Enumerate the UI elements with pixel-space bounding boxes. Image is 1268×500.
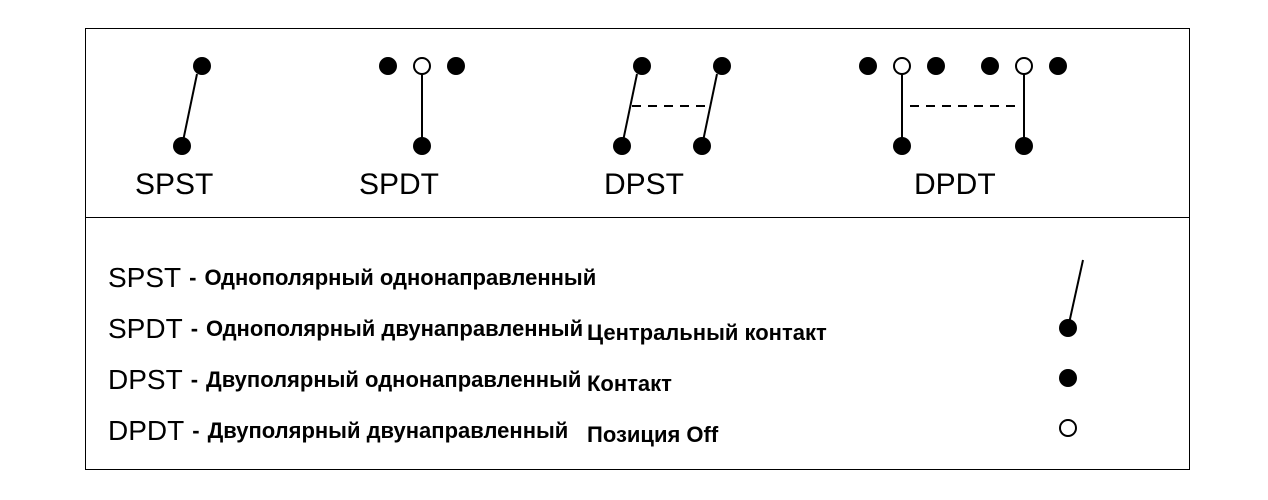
legend-abbr: SPST [108, 262, 181, 294]
legend-row-spst: SPST - Однополярный однонаправленный [108, 262, 596, 294]
legend-dash: - [191, 316, 198, 342]
legend-row-dpst: DPST - Двуполярный однонаправленный [108, 364, 581, 396]
legend-abbr: SPDT [108, 313, 183, 345]
legend-row-spdt: SPDT - Однополярный двунаправленный [108, 313, 583, 345]
legend-row-dpdt: DPDT - Двуполярный двунаправленный [108, 415, 568, 447]
legend-abbr: DPDT [108, 415, 184, 447]
legend-dash: - [191, 367, 198, 393]
horizontal-divider [85, 217, 1190, 218]
legend-extra-off: Позиция Off [587, 422, 718, 448]
diagram-canvas: SPST SPDT DPST DPDT SPST - Одн [0, 0, 1268, 500]
spdt-symbol [360, 48, 490, 168]
legend-dash: - [192, 418, 199, 444]
spst-symbol [140, 48, 240, 168]
spdt-label: SPDT [359, 168, 439, 202]
legend-extra-contact: Контакт [587, 371, 672, 397]
legend-abbr: DPST [108, 364, 183, 396]
spst-label: SPST [135, 168, 213, 202]
legend-desc: Однополярный двунаправленный [206, 316, 583, 342]
dpst-label: DPST [604, 168, 684, 202]
legend-desc: Однополярный однонаправленный [204, 265, 596, 291]
legend-desc: Двуполярный однонаправленный [206, 367, 581, 393]
legend-dash: - [189, 265, 196, 291]
legend-desc: Двуполярный двунаправленный [208, 418, 569, 444]
dpdt-symbol [840, 48, 1100, 168]
dpdt-label: DPDT [914, 168, 996, 202]
dpst-symbol [590, 48, 770, 168]
legend-key-symbols [1028, 250, 1118, 460]
legend-extra-central: Центральный контакт [587, 320, 827, 346]
